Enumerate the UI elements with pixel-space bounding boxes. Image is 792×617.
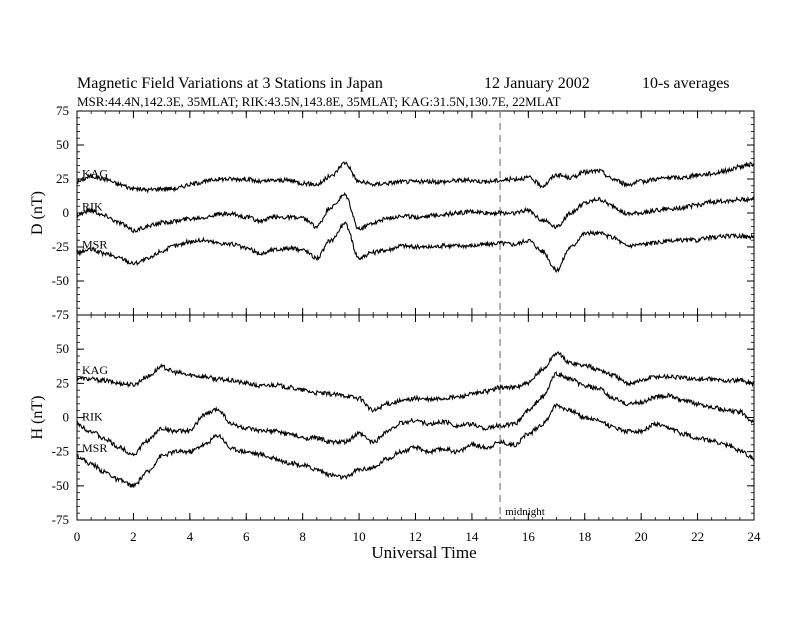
panel-frame (76, 110, 755, 316)
y-tick-label: -25 (52, 444, 69, 459)
y-tick-label: 25 (56, 375, 69, 390)
y-tick-label: 0 (63, 205, 70, 220)
y-tick-label: -75 (52, 307, 69, 322)
series-line-rik (76, 191, 755, 234)
x-tick-label: 12 (409, 529, 422, 544)
x-tick-label: 16 (522, 529, 536, 544)
series-label-rik: RIK (82, 409, 103, 423)
series-label-msr: MSR (82, 237, 107, 251)
chart-date: 12 January 2002 (484, 75, 590, 92)
chart-title: Magnetic Field Variations at 3 Stations … (77, 75, 383, 92)
midnight-annotation: midnight (505, 506, 545, 518)
y-axis-label: D (nT) (29, 191, 46, 235)
y-tick-label: -25 (52, 239, 69, 254)
series-label-rik: RIK (82, 199, 103, 213)
y-axis-label: H (nT) (29, 396, 46, 440)
x-tick-label: 8 (299, 529, 306, 544)
series-line-msr (76, 221, 755, 273)
chart-subtitle: MSR:44.4N,142.3E, 35MLAT; RIK:43.5N,143.… (77, 94, 561, 109)
y-tick-label: -50 (52, 273, 69, 288)
x-tick-label: 18 (578, 529, 591, 544)
series-label-kag: KAG (82, 167, 108, 181)
y-tick-label: -75 (52, 512, 69, 527)
x-tick-label: 2 (130, 529, 137, 544)
x-tick-label: 14 (465, 529, 479, 544)
chart-averaging: 10-s averages (642, 75, 730, 92)
x-tick-label: 20 (635, 529, 648, 544)
panel-frame (76, 314, 755, 521)
x-tick-label: 24 (748, 529, 762, 544)
x-tick-label: 6 (243, 529, 250, 544)
series-line-kag (76, 351, 755, 413)
x-tick-label: 22 (691, 529, 704, 544)
x-tick-label: 4 (187, 529, 194, 544)
y-tick-label: 50 (56, 341, 69, 356)
y-tick-label: -50 (52, 478, 69, 493)
y-tick-label: 50 (56, 137, 69, 152)
x-axis-label: Universal Time (371, 543, 476, 562)
x-tick-label: 10 (353, 529, 366, 544)
x-tick-label: 0 (74, 529, 81, 544)
series-line-rik (76, 371, 755, 457)
panels-layer: 75 50 25 0 -25 -50 -75 D (nT) KAG RIK MSR 50 25 0 -25 -… (29, 103, 761, 544)
series-line-kag (76, 161, 755, 194)
y-tick-label: 75 (56, 103, 69, 118)
y-tick-label: 25 (56, 171, 69, 186)
series-label-kag: KAG (82, 363, 108, 377)
series-label-msr: MSR (82, 441, 107, 455)
y-tick-label: 0 (63, 410, 70, 425)
series-line-msr (76, 402, 755, 489)
